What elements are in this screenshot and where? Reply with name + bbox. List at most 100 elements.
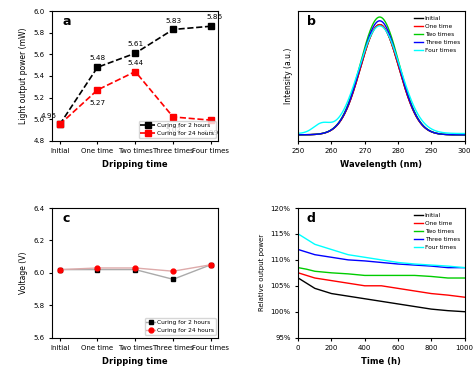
Curing for 2 hours	[57, 267, 63, 272]
Curing for 24 hours	[57, 122, 63, 127]
Line: Curing for 24 hours: Curing for 24 hours	[57, 69, 214, 127]
Text: 5.27: 5.27	[90, 100, 106, 106]
Curing for 24 hours	[95, 88, 100, 92]
Initial	[425, 128, 431, 132]
Legend: Initial, One time, Two times, Three times, Four times: Initial, One time, Two times, Three time…	[412, 211, 462, 252]
Curing for 2 hours	[57, 122, 63, 127]
Three times	[425, 128, 431, 132]
Three times	[410, 106, 415, 110]
Line: Curing for 2 hours: Curing for 2 hours	[57, 23, 214, 127]
Text: 5.48: 5.48	[90, 55, 106, 61]
Four times	[410, 101, 415, 106]
Text: b: b	[307, 15, 315, 28]
X-axis label: Wavelength (nm): Wavelength (nm)	[340, 160, 422, 169]
One time	[425, 128, 431, 132]
Two times	[377, 15, 383, 19]
Text: 5.83: 5.83	[165, 17, 181, 23]
Four times	[362, 255, 368, 259]
One time	[410, 107, 415, 111]
One time	[379, 283, 384, 288]
Curing for 24 hours	[95, 266, 100, 270]
Curing for 2 hours	[170, 277, 176, 282]
One time	[363, 49, 368, 53]
Line: Two times: Two times	[298, 17, 465, 135]
Curing for 24 hours	[132, 69, 138, 74]
Text: 4.95: 4.95	[40, 112, 57, 119]
Curing for 2 hours	[132, 267, 138, 272]
Text: c: c	[62, 212, 70, 225]
Initial	[369, 32, 374, 36]
Line: Initial: Initial	[298, 278, 465, 312]
Initial	[362, 296, 368, 301]
Four times	[395, 260, 401, 265]
Curing for 24 hours	[170, 115, 176, 119]
Four times	[328, 247, 334, 252]
Three times	[312, 132, 318, 137]
Two times	[428, 129, 434, 134]
Initial	[445, 308, 451, 313]
Text: 5.61: 5.61	[127, 41, 143, 47]
Text: d: d	[307, 212, 315, 225]
Line: Two times: Two times	[298, 267, 465, 278]
Curing for 2 hours	[170, 27, 176, 32]
Initial	[377, 22, 383, 27]
One time	[362, 283, 368, 288]
Four times	[428, 127, 434, 131]
Two times	[410, 105, 415, 109]
One time	[328, 278, 334, 283]
Initial	[345, 294, 351, 298]
Legend: Curing for 2 hours, Curing for 24 hours: Curing for 2 hours, Curing for 24 hours	[145, 318, 216, 335]
Line: Curing for 24 hours: Curing for 24 hours	[57, 262, 213, 274]
Y-axis label: Light output power (mW): Light output power (mW)	[18, 28, 27, 124]
One time	[428, 129, 434, 134]
One time	[295, 270, 301, 275]
One time	[304, 273, 310, 278]
X-axis label: Time (h): Time (h)	[362, 357, 401, 366]
Four times	[445, 264, 451, 268]
Initial	[428, 129, 434, 134]
Line: One time: One time	[298, 273, 465, 297]
Four times	[295, 232, 301, 236]
Two times	[369, 25, 374, 30]
Three times	[295, 247, 301, 252]
Two times	[295, 132, 301, 137]
Two times	[425, 128, 431, 132]
Three times	[328, 255, 334, 259]
Three times	[445, 265, 451, 270]
Curing for 24 hours	[170, 269, 176, 273]
Three times	[304, 250, 310, 255]
Two times	[312, 269, 318, 273]
Three times	[428, 129, 434, 134]
Initial	[379, 299, 384, 303]
Three times	[312, 253, 318, 257]
Three times	[395, 262, 401, 266]
One time	[395, 286, 401, 290]
Two times	[395, 273, 401, 278]
Text: 4.99: 4.99	[203, 131, 219, 137]
Line: Four times: Four times	[298, 234, 465, 267]
One time	[462, 295, 467, 299]
Four times	[295, 131, 301, 135]
Two times	[363, 43, 368, 47]
Two times	[379, 273, 384, 278]
Four times	[462, 265, 467, 270]
Two times	[462, 132, 467, 137]
Initial	[410, 107, 415, 111]
Three times	[412, 263, 418, 267]
Curing for 24 hours	[208, 263, 214, 267]
Line: Initial: Initial	[298, 24, 465, 135]
Two times	[428, 274, 434, 279]
One time	[369, 32, 374, 36]
Initial	[304, 281, 310, 285]
Line: Three times: Three times	[298, 21, 465, 135]
Two times	[295, 265, 301, 270]
One time	[462, 132, 467, 137]
Text: 5.02: 5.02	[165, 127, 181, 133]
Line: Curing for 2 hours: Curing for 2 hours	[57, 262, 213, 282]
Two times	[312, 132, 318, 137]
Y-axis label: Voltage (V): Voltage (V)	[18, 252, 27, 294]
Three times	[369, 29, 374, 33]
One time	[445, 293, 451, 297]
Y-axis label: Relative output power: Relative output power	[259, 234, 265, 311]
Initial	[462, 132, 467, 137]
